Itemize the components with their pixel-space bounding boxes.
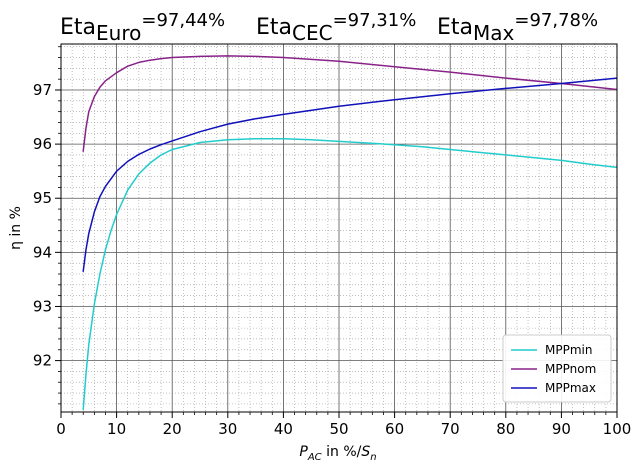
y-tick-label: 94 — [33, 243, 52, 261]
axis-ticks: 0 10 20 30 40 50 60 70 80 90 100 92 93 94 95 96 97 — [33, 46, 632, 438]
x-tick-label: 10 — [107, 420, 126, 438]
y-tick-label: 95 — [33, 189, 52, 207]
x-tick-label: 60 — [385, 420, 404, 438]
legend: MPPmin MPPnom MPPmax — [502, 334, 612, 403]
y-tick-label: 93 — [33, 297, 52, 315]
legend-label-mppnom: MPPnom — [545, 362, 596, 376]
y-tick-label: 92 — [33, 352, 52, 370]
x-tick-label: 50 — [329, 420, 348, 438]
x-tick-label: 40 — [274, 420, 293, 438]
legend-label-mppmin: MPPmin — [545, 343, 592, 357]
series-line-mppmax — [82, 77, 617, 273]
x-axis-label: PAC in %/Sn — [299, 444, 376, 463]
x-tick-label: 90 — [552, 420, 571, 438]
x-tick-label: 80 — [496, 420, 515, 438]
series-group — [82, 55, 617, 411]
x-tick-label: 70 — [441, 420, 460, 438]
legend-box — [502, 334, 612, 403]
title-part-euro: EtaEuro=97,44% — [60, 10, 225, 45]
chart-title: EtaEuro=97,44% EtaCEC=97,31% EtaMax=97,7… — [60, 10, 598, 45]
title-part-cec: EtaCEC=97,31% — [256, 10, 416, 45]
x-tick-label: 20 — [163, 420, 182, 438]
y-tick-label: 97 — [33, 81, 52, 99]
legend-label-mppmax: MPPmax — [545, 381, 596, 395]
series-line-mppmin — [82, 137, 617, 411]
x-tick-label: 30 — [218, 420, 237, 438]
series-line-mppnom — [82, 55, 617, 152]
x-tick-label: 0 — [56, 420, 66, 438]
y-axis-label: η in % — [8, 206, 24, 250]
x-tick-label: 100 — [603, 420, 632, 438]
y-tick-label: 96 — [33, 135, 52, 153]
title-part-max: EtaMax=97,78% — [437, 10, 598, 45]
